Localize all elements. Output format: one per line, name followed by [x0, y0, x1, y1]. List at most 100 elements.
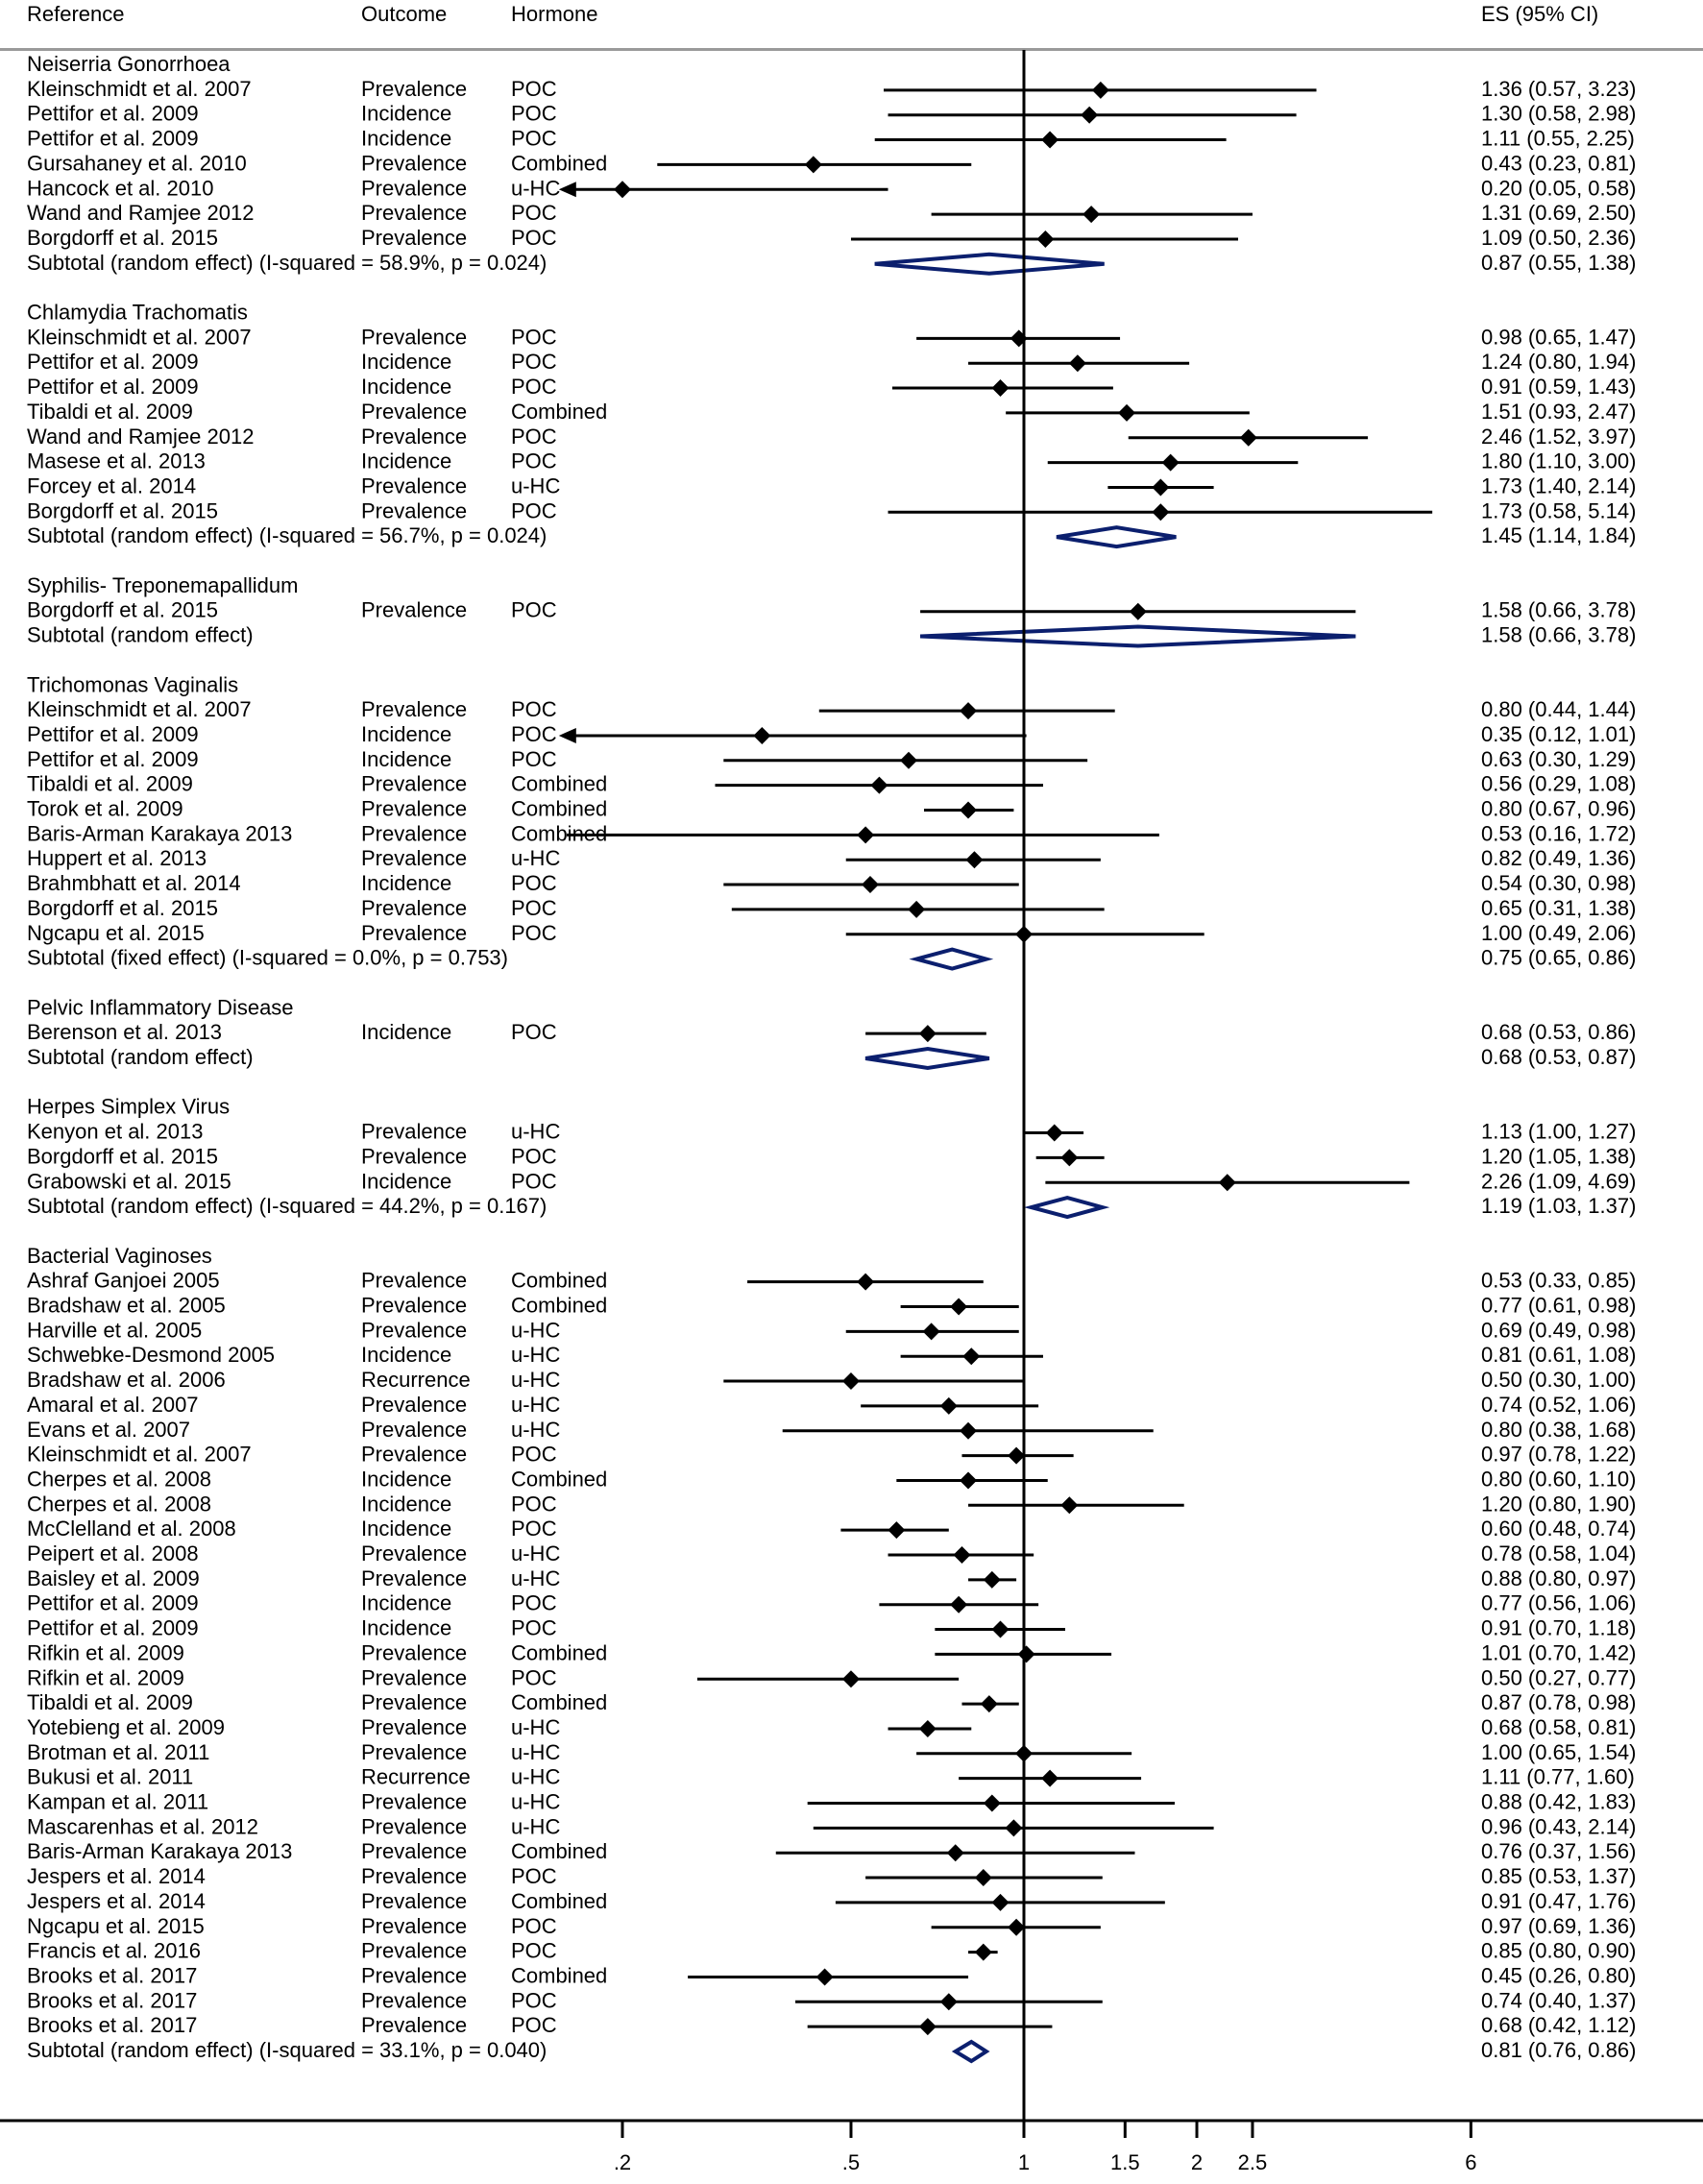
study-hormone: u-HC [511, 846, 560, 870]
group-title: Bacterial Vaginoses [27, 1244, 212, 1268]
study-es-label: 1.09 (0.50, 2.36) [1481, 226, 1636, 250]
subtotal-diamond [951, 2039, 990, 2064]
study-hormone: u-HC [511, 1368, 560, 1392]
study-es-label: 1.20 (1.05, 1.38) [1481, 1144, 1636, 1168]
study-hormone: Combined [511, 1839, 607, 1863]
study-hormone: Combined [511, 400, 607, 424]
study-reference: Huppert et al. 2013 [27, 846, 207, 870]
study-outcome: Prevalence [361, 1939, 467, 1963]
study-point-estimate [953, 1546, 971, 1564]
study-reference: Berenson et al. 2013 [27, 1020, 222, 1044]
study-reference: Kleinschmidt et al. 2007 [27, 1443, 252, 1467]
study-hormone: u-HC [511, 1765, 560, 1789]
study-point-estimate [918, 2018, 937, 2036]
study-reference: Pettifor et al. 2009 [27, 102, 199, 126]
study-point-estimate [918, 1025, 937, 1043]
study-outcome: Incidence [361, 1492, 451, 1516]
study-outcome: Prevalence [361, 1120, 467, 1144]
column-header: Reference Outcome Hormone ES (95% CI) [0, 0, 1703, 52]
subtotal-es-label: 0.87 (0.55, 1.38) [1481, 251, 1636, 275]
study-es-label: 0.60 (0.48, 0.74) [1481, 1517, 1636, 1541]
study-reference: Pettifor et al. 2009 [27, 1616, 199, 1640]
study-es-label: 0.88 (0.42, 1.83) [1481, 1790, 1636, 1814]
study-es-label: 0.87 (0.78, 0.98) [1481, 1690, 1636, 1714]
header-reference: Reference [27, 2, 125, 26]
study-reference: Grabowski et al. 2015 [27, 1169, 231, 1193]
study-es-label: 0.74 (0.52, 1.06) [1481, 1393, 1636, 1417]
x-tick-label: 6 [1465, 2150, 1476, 2174]
study-reference: Rifkin et al. 2009 [27, 1640, 184, 1664]
study-outcome: Incidence [361, 871, 451, 895]
study-reference: Amaral et al. 2007 [27, 1393, 199, 1417]
study-hormone: Combined [511, 1467, 607, 1491]
study-outcome: Incidence [361, 1343, 451, 1367]
study-point-estimate [1036, 230, 1055, 248]
study-reference: Tibaldi et al. 2009 [27, 772, 193, 796]
study-point-estimate [918, 1719, 937, 1737]
subtotal-diamond [864, 1046, 990, 1071]
subtotal-es-label: 1.45 (1.14, 1.84) [1481, 523, 1636, 547]
study-hormone: u-HC [511, 176, 560, 200]
subtotal-diamond [874, 252, 1105, 276]
study-es-label: 0.65 (0.31, 1.38) [1481, 896, 1636, 920]
study-hormone: POC [511, 871, 557, 895]
study-reference: Evans et al. 2007 [27, 1418, 190, 1442]
study-hormone: POC [511, 921, 557, 945]
study-reference: Mascarenhas et al. 2012 [27, 1814, 258, 1838]
study-reference: Borgdorff et al. 2015 [27, 598, 218, 622]
study-point-estimate [614, 181, 631, 199]
study-es-label: 0.63 (0.30, 1.29) [1481, 747, 1636, 771]
study-outcome: Prevalence [361, 598, 467, 622]
study-point-estimate [950, 1595, 968, 1614]
study-hormone: POC [511, 896, 557, 920]
study-hormone: POC [511, 1492, 557, 1516]
study-outcome: Prevalence [361, 797, 467, 821]
subtotal-label: Subtotal (random effect) [27, 623, 254, 647]
study-outcome: Incidence [361, 1517, 451, 1541]
study-outcome: Prevalence [361, 1443, 467, 1467]
study-reference: Tibaldi et al. 2009 [27, 400, 193, 424]
study-outcome: Incidence [361, 1591, 451, 1615]
subtotal-diamond [919, 624, 1356, 648]
study-reference: Brotman et al. 2011 [27, 1740, 209, 1764]
study-es-label: 1.20 (0.80, 1.90) [1481, 1492, 1636, 1516]
group-title: Herpes Simplex Virus [27, 1095, 230, 1119]
study-hormone: POC [511, 1144, 557, 1168]
study-reference: Kenyon et al. 2013 [27, 1120, 203, 1144]
header-hormone: Hormone [511, 2, 598, 26]
study-outcome: Prevalence [361, 1418, 467, 1442]
study-reference: Brahmbhatt et al. 2014 [27, 871, 241, 895]
ci-arrow-left [558, 182, 576, 198]
study-hormone: POC [511, 425, 557, 449]
study-reference: Kampan et al. 2011 [27, 1790, 208, 1814]
study-es-label: 0.80 (0.67, 0.96) [1481, 797, 1636, 821]
study-reference: Cherpes et al. 2008 [27, 1492, 211, 1516]
study-es-label: 0.68 (0.58, 0.81) [1481, 1715, 1636, 1739]
study-outcome: Prevalence [361, 772, 467, 796]
study-hormone: Combined [511, 1269, 607, 1293]
study-outcome: Prevalence [361, 77, 467, 101]
study-outcome: Prevalence [361, 201, 467, 225]
study-es-label: 0.91 (0.70, 1.18) [1481, 1616, 1636, 1640]
study-es-label: 1.01 (0.70, 1.42) [1481, 1640, 1636, 1664]
study-point-estimate [983, 1570, 1001, 1589]
study-outcome: Prevalence [361, 821, 467, 845]
study-reference: Borgdorff et al. 2015 [27, 498, 218, 522]
study-es-label: 1.00 (0.65, 1.54) [1481, 1740, 1636, 1764]
study-point-estimate [804, 156, 822, 174]
study-es-label: 1.73 (1.40, 2.14) [1481, 473, 1636, 497]
study-point-estimate [900, 751, 918, 769]
study-hormone: u-HC [511, 1418, 560, 1442]
study-es-label: 0.85 (0.53, 1.37) [1481, 1864, 1636, 1888]
study-reference: Borgdorff et al. 2015 [27, 896, 218, 920]
study-reference: Cherpes et al. 2008 [27, 1467, 211, 1491]
study-hormone: Combined [511, 1889, 607, 1913]
study-point-estimate [1218, 1174, 1236, 1192]
study-point-estimate [841, 1670, 860, 1688]
study-hormone: Combined [511, 1294, 607, 1318]
study-outcome: Prevalence [361, 425, 467, 449]
study-es-label: 0.85 (0.80, 0.90) [1481, 1939, 1636, 1963]
study-reference: Brooks et al. 2017 [27, 2013, 197, 2037]
study-es-label: 1.11 (0.77, 1.60) [1481, 1765, 1635, 1789]
study-point-estimate [974, 1869, 992, 1887]
